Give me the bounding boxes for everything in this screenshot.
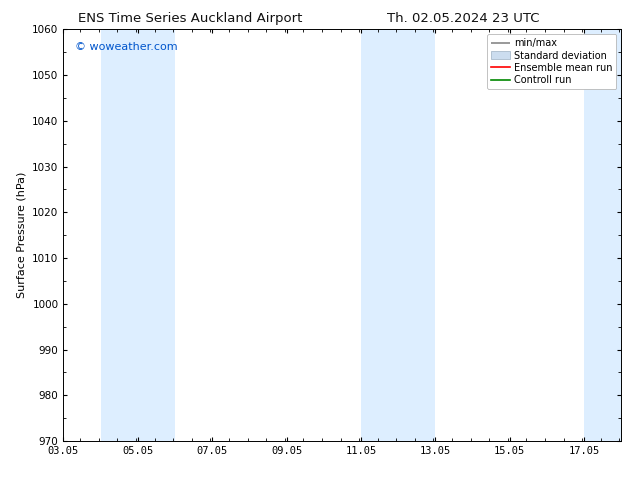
Bar — [584, 29, 634, 441]
Legend: min/max, Standard deviation, Ensemble mean run, Controll run: min/max, Standard deviation, Ensemble me… — [487, 34, 616, 89]
Text: © woweather.com: © woweather.com — [75, 42, 177, 52]
Text: ENS Time Series Auckland Airport: ENS Time Series Auckland Airport — [78, 12, 302, 25]
Text: Th. 02.05.2024 23 UTC: Th. 02.05.2024 23 UTC — [387, 12, 539, 25]
Bar — [101, 29, 175, 441]
Bar — [361, 29, 436, 441]
Y-axis label: Surface Pressure (hPa): Surface Pressure (hPa) — [16, 172, 27, 298]
